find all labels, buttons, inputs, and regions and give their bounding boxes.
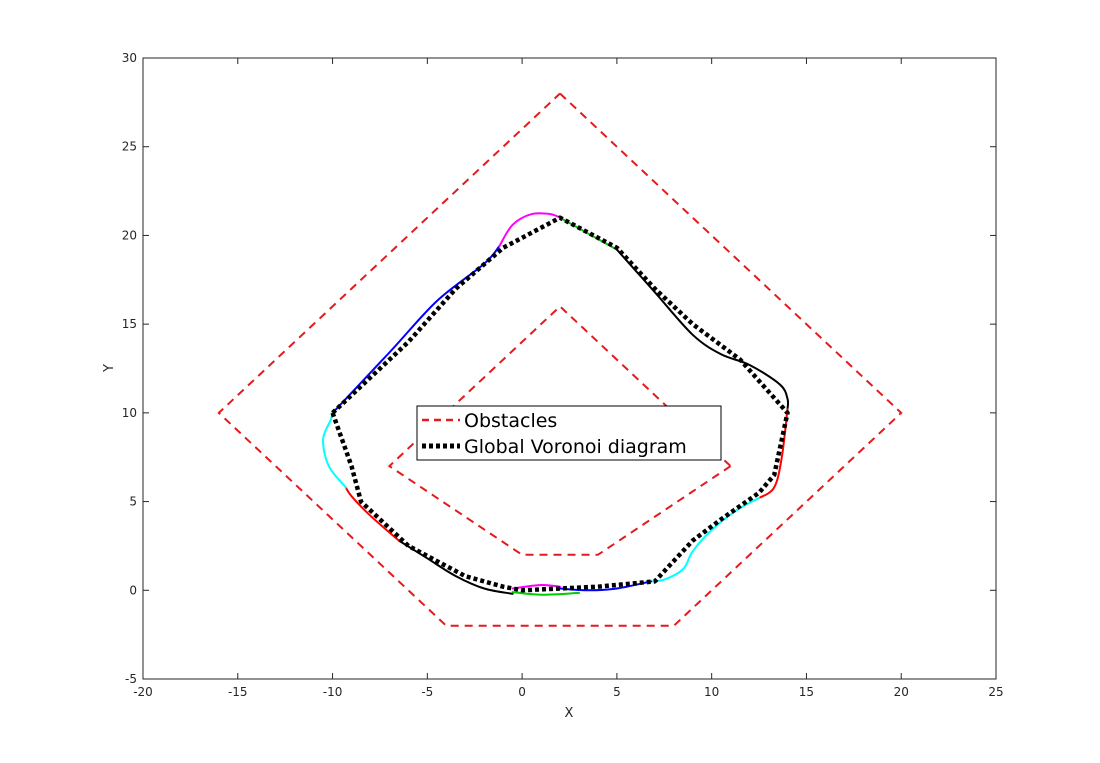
y-tick-label: 5 (129, 495, 137, 509)
y-tick-label: 15 (122, 317, 137, 331)
tick-labels: -20 -15 -10 -5 0 5 10 15 20 25 -5 0 5 10 15 20 25 30 (122, 51, 1004, 699)
voronoi-path (330, 215, 790, 593)
x-tick-label: 5 (613, 685, 621, 699)
x-tick-label: 20 (894, 685, 909, 699)
x-tick-label: -15 (228, 685, 248, 699)
legend: Obstacles Global Voronoi diagram (416, 405, 722, 461)
plot-area (142, 57, 997, 680)
legend-label-obstacles: Obstacles (464, 410, 557, 432)
x-tick-label: 25 (988, 685, 1003, 699)
y-axis-label: Y (102, 364, 117, 373)
x-axis-label: X (565, 706, 574, 721)
y-tick-label: 20 (122, 228, 137, 242)
trajectory-segment-8 (511, 583, 561, 590)
obstacle-polygon-2 (387, 305, 732, 556)
x-tick-label: 15 (799, 685, 814, 699)
x-tick-label: 10 (704, 685, 719, 699)
x-tick-label: -5 (421, 685, 433, 699)
trajectory-segment-1 (331, 245, 501, 414)
y-tick-label: 30 (122, 51, 137, 65)
trajectory-segment-2 (498, 212, 561, 248)
y-tick-label: 25 (122, 140, 137, 154)
trajectory-segment-11 (344, 486, 400, 542)
trajectory-segment-9 (511, 591, 580, 596)
x-tick-label: -20 (133, 685, 153, 699)
x-tick-label: -10 (323, 685, 343, 699)
y-tick-label: 10 (122, 406, 137, 420)
obstacle-layer (217, 92, 903, 627)
trajectory-segment-6 (650, 497, 761, 583)
trajectory-segment-4 (615, 248, 790, 411)
y-tick-label: -5 (125, 672, 137, 686)
trajectory-layer (322, 212, 790, 596)
axis-ticks (142, 57, 997, 680)
legend-label-voronoi: Global Voronoi diagram (464, 436, 687, 458)
voronoi-layer (330, 215, 790, 593)
legend-box (416, 405, 722, 461)
x-tick-label: 0 (518, 685, 526, 699)
y-tick-label: 0 (129, 583, 137, 597)
